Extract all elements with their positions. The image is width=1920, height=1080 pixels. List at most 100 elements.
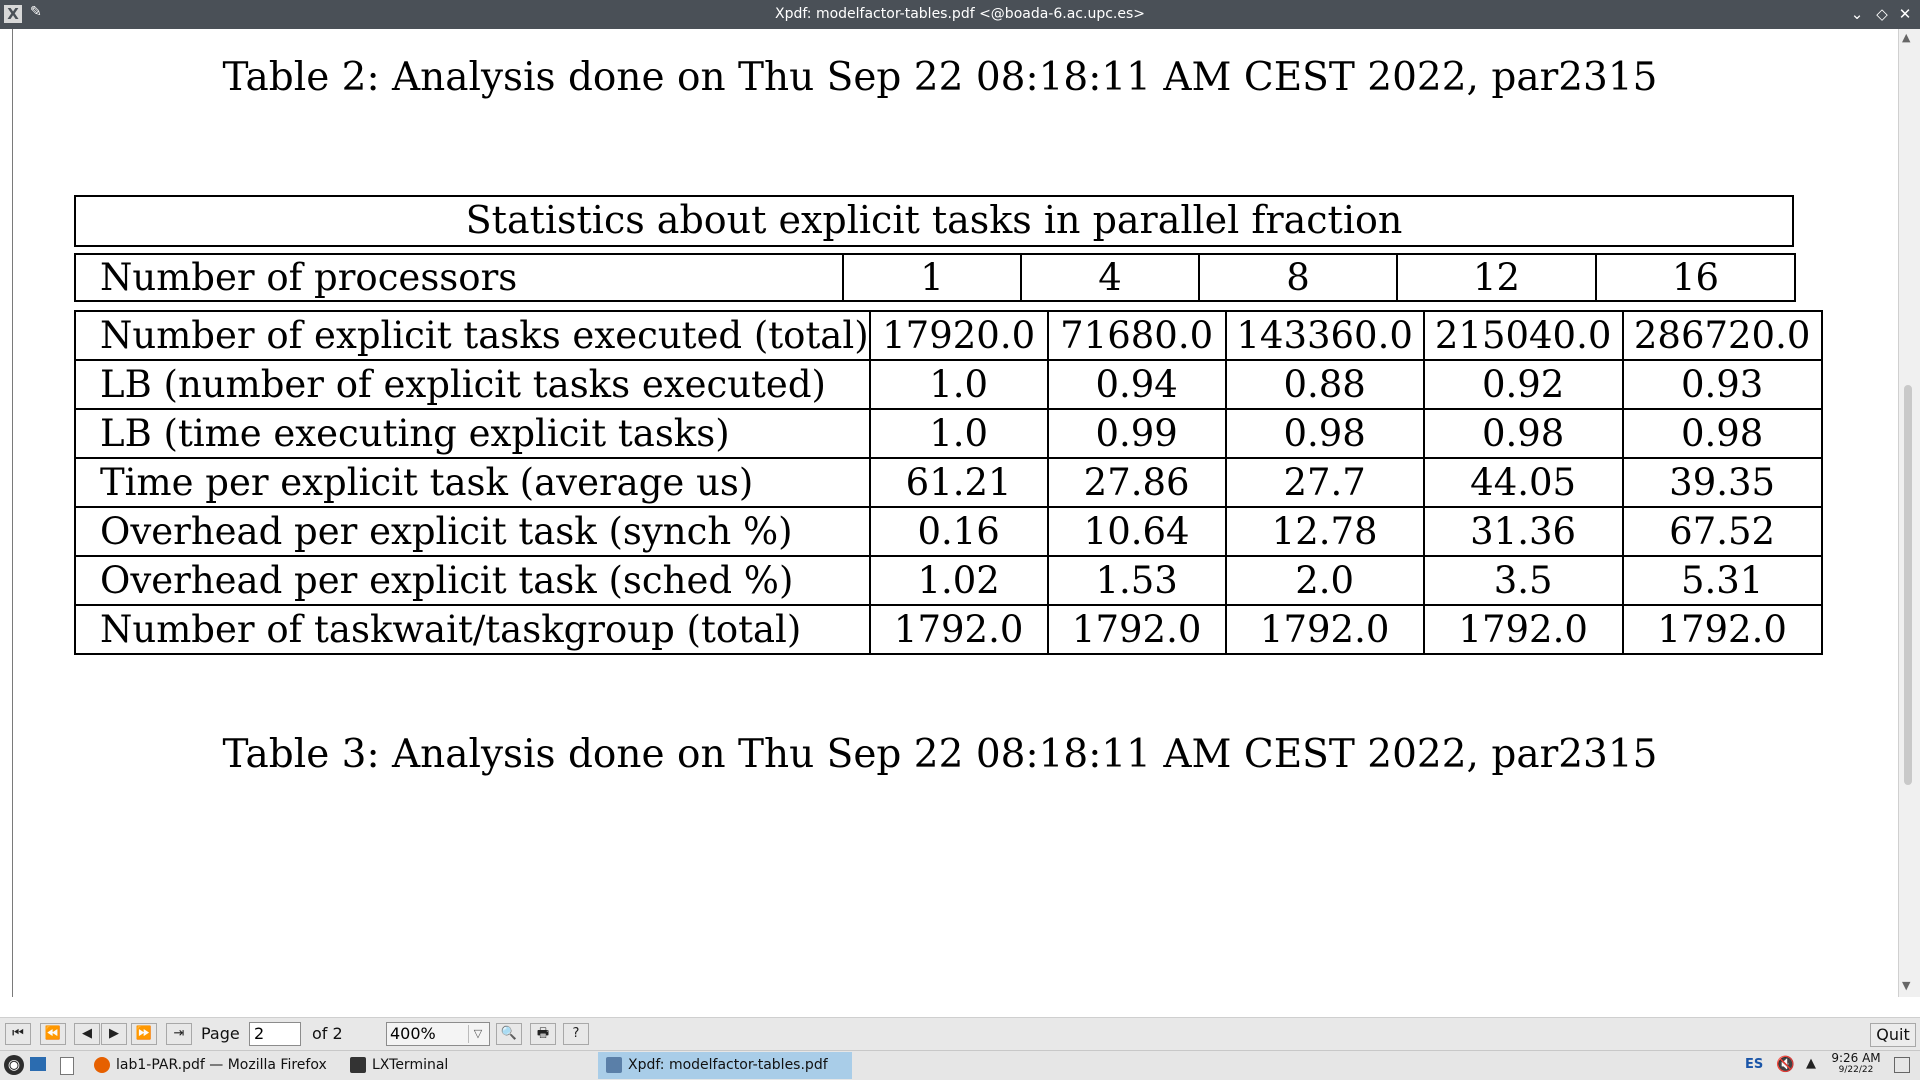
- minimize-icon[interactable]: ⌄: [1850, 5, 1864, 23]
- header-col: 1: [842, 253, 1022, 302]
- show-desktop-button[interactable]: [1894, 1057, 1910, 1073]
- prev-page-button[interactable]: ◀: [74, 1023, 100, 1045]
- task-firefox[interactable]: lab1-PAR.pdf — Mozilla Firefox: [86, 1052, 340, 1079]
- tray-expand-icon[interactable]: ▲: [1806, 1056, 1816, 1071]
- cell: 0.92: [1422, 359, 1624, 410]
- next-page-button[interactable]: ▶: [101, 1023, 127, 1045]
- cell: 0.98: [1422, 408, 1624, 459]
- cell: 0.16: [868, 506, 1049, 557]
- header-col: 4: [1020, 253, 1200, 302]
- task-label: lab1-PAR.pdf — Mozilla Firefox: [116, 1057, 327, 1073]
- cell: 1792.0: [1224, 604, 1425, 655]
- table-row: LB (number of explicit tasks executed) 1…: [74, 359, 1823, 410]
- cell: 27.86: [1046, 457, 1227, 508]
- cell: 10.64: [1046, 506, 1227, 557]
- table-3-caption: Table 3: Analysis done on Thu Sep 22 08:…: [222, 732, 1658, 777]
- chevron-down-icon[interactable]: ▽: [468, 1025, 487, 1043]
- page-count-label: of 2: [312, 1024, 343, 1043]
- cell: 1792.0: [1422, 604, 1624, 655]
- zoom-value: 400%: [390, 1024, 436, 1043]
- cell: 2.0: [1224, 555, 1425, 606]
- table-row: Overhead per explicit task (synch %) 0.1…: [74, 506, 1823, 557]
- window-titlebar: X ✎ Xpdf: modelfactor-tables.pdf <@boada…: [0, 0, 1920, 29]
- cell: 1792.0: [868, 604, 1049, 655]
- row-label: Overhead per explicit task (synch %): [74, 506, 871, 557]
- clock-date: 9/22/22: [1838, 1065, 1874, 1075]
- cell: 0.93: [1621, 359, 1823, 410]
- quit-button[interactable]: Quit: [1870, 1023, 1916, 1047]
- vertical-scrollbar[interactable]: ▲ ▼: [1898, 29, 1920, 997]
- row-label: Time per explicit task (average us): [74, 457, 871, 508]
- clock[interactable]: 9:26 AM 9/22/22: [1826, 1052, 1886, 1076]
- cell: 1.53: [1046, 555, 1227, 606]
- cell: 27.7: [1224, 457, 1425, 508]
- page-edge: [12, 29, 13, 997]
- file-manager-icon[interactable]: [60, 1057, 74, 1075]
- stats-table-body: Number of explicit tasks executed (total…: [74, 310, 1823, 655]
- cell: 31.36: [1422, 506, 1624, 557]
- task-xpdf[interactable]: Xpdf: modelfactor-tables.pdf: [598, 1052, 852, 1079]
- cell: 44.05: [1422, 457, 1624, 508]
- cell: 0.94: [1046, 359, 1227, 410]
- row-label: Overhead per explicit task (sched %): [74, 555, 871, 606]
- row-label: Number of explicit tasks executed (total…: [74, 310, 871, 361]
- terminal-icon: [350, 1057, 366, 1073]
- page-label: Page: [201, 1024, 240, 1043]
- cell: 17920.0: [868, 310, 1049, 361]
- cell: 3.5: [1422, 555, 1624, 606]
- help-button[interactable]: ?: [563, 1023, 589, 1045]
- cell: 1792.0: [1621, 604, 1823, 655]
- help-icon: ?: [572, 1026, 580, 1041]
- xpdf-toolbar: ⏮ ⏪ ◀ ▶ ⏩ ⇥ Page 2 of 2 400% ▽ 🔍 🖶 ? Qui…: [0, 1017, 1920, 1050]
- cell: 67.52: [1621, 506, 1823, 557]
- cell: 0.99: [1046, 408, 1227, 459]
- first-page-button[interactable]: ⏮: [5, 1023, 31, 1045]
- cell: 1792.0: [1046, 604, 1227, 655]
- app-icon[interactable]: X: [4, 5, 22, 23]
- cell: 39.35: [1621, 457, 1823, 508]
- maximize-icon[interactable]: ◇: [1876, 5, 1888, 23]
- cell: 143360.0: [1224, 310, 1425, 361]
- task-label: Xpdf: modelfactor-tables.pdf: [628, 1057, 828, 1073]
- start-menu-icon[interactable]: ◉: [4, 1055, 24, 1075]
- zoom-select[interactable]: 400% ▽: [386, 1022, 490, 1046]
- task-lxterminal[interactable]: LXTerminal: [342, 1052, 596, 1079]
- page-number-input[interactable]: 2: [249, 1022, 301, 1046]
- volume-muted-icon[interactable]: 🔇: [1776, 1055, 1795, 1073]
- table-row: Time per explicit task (average us) 61.2…: [74, 457, 1823, 508]
- desktop-icon[interactable]: [30, 1057, 46, 1071]
- header-label: Number of processors: [74, 253, 844, 302]
- cell: 215040.0: [1422, 310, 1624, 361]
- document-view[interactable]: Table 2: Analysis done on Thu Sep 22 08:…: [0, 29, 1920, 997]
- table-row: Overhead per explicit task (sched %) 1.0…: [74, 555, 1823, 606]
- go-forward-button[interactable]: ⇥: [166, 1023, 192, 1045]
- find-button[interactable]: 🔍: [496, 1023, 522, 1045]
- firefox-icon: [94, 1057, 110, 1073]
- clock-time: 9:26 AM: [1831, 1051, 1881, 1065]
- keyboard-layout-indicator[interactable]: ES: [1745, 1057, 1764, 1072]
- cell: 0.98: [1621, 408, 1823, 459]
- print-button[interactable]: 🖶: [530, 1023, 556, 1045]
- close-icon[interactable]: ✕: [1898, 5, 1912, 23]
- scroll-up-icon[interactable]: ▲: [1902, 31, 1911, 44]
- vertical-scroll-thumb[interactable]: [1904, 385, 1912, 785]
- back-10-button[interactable]: ⏪: [40, 1023, 66, 1045]
- scroll-down-icon[interactable]: ▼: [1902, 979, 1911, 992]
- table-2-caption: Table 2: Analysis done on Thu Sep 22 08:…: [222, 55, 1658, 100]
- forward-10-button[interactable]: ⏩: [131, 1023, 157, 1045]
- header-col: 16: [1595, 253, 1796, 302]
- cell: 286720.0: [1621, 310, 1823, 361]
- taskbar: ◉ lab1-PAR.pdf — Mozilla Firefox LXTermi…: [0, 1050, 1920, 1080]
- cell: 1.0: [868, 359, 1049, 410]
- table-row: LB (time executing explicit tasks) 1.0 0…: [74, 408, 1823, 459]
- binoculars-icon: 🔍: [500, 1026, 518, 1041]
- row-label: Number of taskwait/taskgroup (total): [74, 604, 871, 655]
- cell: 1.0: [868, 408, 1049, 459]
- print-icon: 🖶: [536, 1026, 550, 1041]
- cell: 12.78: [1224, 506, 1425, 557]
- cell: 5.31: [1621, 555, 1823, 606]
- pin-icon[interactable]: ✎: [30, 4, 42, 20]
- xpdf-icon: [606, 1057, 622, 1073]
- window-title: Xpdf: modelfactor-tables.pdf <@boada-6.a…: [775, 6, 1145, 22]
- cell: 0.98: [1224, 408, 1425, 459]
